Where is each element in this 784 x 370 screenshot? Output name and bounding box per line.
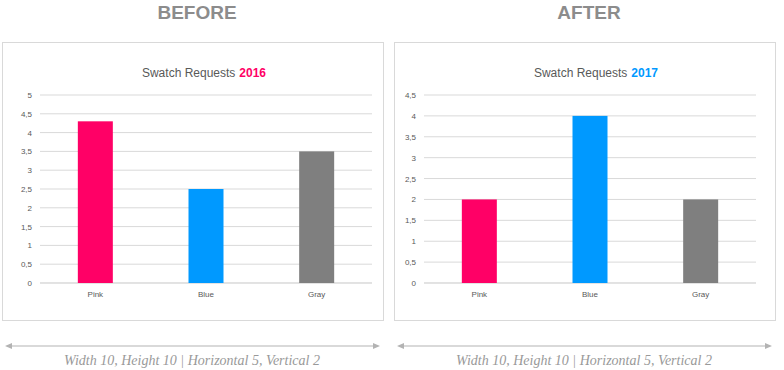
x-tick-label: Pink	[88, 290, 105, 299]
grid-line	[40, 113, 372, 114]
y-tick-label: 2	[28, 204, 33, 213]
chart-title: Swatch Requests 2016	[142, 66, 266, 80]
y-tick-label: 0	[28, 279, 33, 288]
title-year: 2016	[239, 66, 266, 80]
bar-group	[78, 121, 334, 283]
y-tick-label: 1	[28, 241, 33, 250]
y-tick-label: 4,5	[405, 91, 417, 100]
panel-heading: AFTER	[557, 2, 621, 23]
arrow-head	[373, 343, 380, 349]
y-tick-label: 0	[412, 279, 417, 288]
y-tick-label: 0,5	[405, 258, 417, 267]
caption: Width 10, Height 10 | Horizontal 5, Vert…	[64, 353, 320, 368]
y-tick-label: 1,5	[405, 216, 417, 225]
bar	[573, 116, 608, 283]
chart-title: Swatch Requests 2017	[534, 66, 658, 80]
caption-arrow	[9, 345, 376, 346]
bar	[683, 199, 718, 283]
y-tick-label: 4	[412, 112, 417, 121]
chart-panel: AFTER Swatch Requests 2017 0 0,5 1 1,5 2 2,5 3 3,5…	[395, 2, 776, 368]
y-tick-label: 2,5	[405, 175, 417, 184]
bar	[299, 151, 334, 283]
panel-heading: BEFORE	[157, 2, 236, 23]
x-tick-label: Blue	[582, 290, 599, 299]
y-tick-label: 3	[28, 166, 33, 175]
y-tick-label: 1,5	[21, 223, 33, 232]
arrow-head	[397, 343, 404, 349]
x-tick-label: Pink	[472, 290, 489, 299]
panel-frame	[3, 43, 384, 321]
arrow-head	[765, 343, 772, 349]
y-tick-label: 4	[28, 129, 33, 138]
caption-arrow	[401, 345, 768, 346]
y-tick-label: 2	[412, 195, 417, 204]
arrow-head	[5, 343, 12, 349]
y-tick-label: 4,5	[21, 110, 33, 119]
chart-canvas: BEFORE Swatch Requests 2016 0 0,5 1 1,5 2 2,5 3 3,…	[0, 0, 784, 370]
y-tick-label: 1	[412, 237, 417, 246]
y-tick-label: 2,5	[21, 185, 33, 194]
x-tick-label: Gray	[692, 290, 709, 299]
y-tick-label: 5	[28, 91, 33, 100]
bar-group	[462, 116, 718, 283]
y-tick-label: 3	[412, 154, 417, 163]
title-text: Swatch Requests	[534, 66, 627, 80]
grid-line	[424, 95, 756, 96]
y-tick-label: 0,5	[21, 260, 33, 269]
bar	[78, 121, 113, 283]
panel-frame	[395, 43, 776, 321]
bar	[189, 189, 224, 283]
title-text: Swatch Requests	[142, 66, 235, 80]
chart-panel: BEFORE Swatch Requests 2016 0 0,5 1 1,5 2 2,5 3 3,…	[3, 2, 384, 368]
x-tick-label: Gray	[308, 290, 325, 299]
bar	[462, 199, 497, 283]
y-tick-label: 3,5	[405, 133, 417, 142]
x-tick-label: Blue	[198, 290, 215, 299]
grid-line	[40, 95, 372, 96]
title-year: 2017	[631, 66, 658, 80]
caption: Width 10, Height 10 | Horizontal 5, Vert…	[456, 353, 712, 368]
y-tick-label: 3,5	[21, 147, 33, 156]
